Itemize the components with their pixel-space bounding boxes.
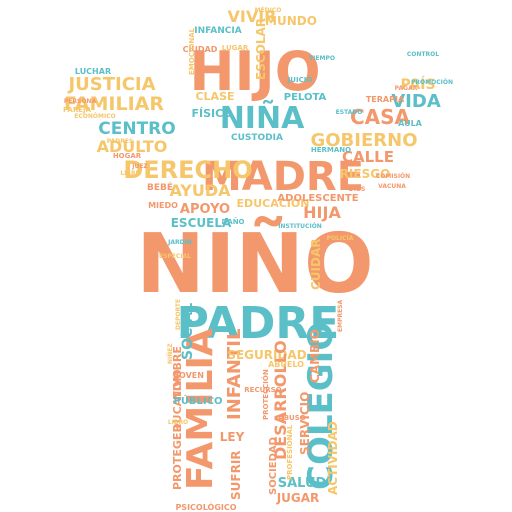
word-43: MUNDO bbox=[265, 14, 317, 28]
word-53: MIEDO bbox=[148, 201, 178, 210]
word-2: MADRE bbox=[202, 154, 364, 200]
word-7: DERECHO bbox=[123, 156, 252, 184]
word-86: DEPORTE bbox=[175, 299, 182, 330]
word-25: SOCIAL bbox=[180, 303, 196, 360]
word-5: FAMILIA bbox=[180, 328, 221, 490]
word-44: ESCOLAR bbox=[254, 18, 268, 80]
word-89: NIÑEZ bbox=[167, 343, 174, 364]
word-59: JOVEN bbox=[175, 371, 204, 380]
word-41: PSICOLÓGICO bbox=[175, 501, 236, 512]
word-4: NIÑA bbox=[220, 99, 305, 136]
word-40: SOCIEDAD bbox=[268, 437, 279, 495]
word-85: DIOS bbox=[349, 186, 366, 193]
word-36: PROTEGER bbox=[171, 424, 184, 490]
word-50: LUCHAR bbox=[75, 67, 111, 76]
word-69: PADRES bbox=[107, 138, 134, 145]
word-62: PERSONA bbox=[64, 98, 97, 105]
word-17: RIESGO bbox=[340, 167, 391, 181]
word-60: PROFESIONAL bbox=[286, 424, 294, 480]
word-1: PADRE bbox=[177, 298, 340, 349]
word-65: ABUSO bbox=[278, 414, 305, 422]
word-67: PROTECCIÓN bbox=[261, 369, 270, 420]
word-56: HERMANO bbox=[311, 146, 351, 154]
word-52: HOGAR bbox=[113, 152, 142, 160]
word-10: CENTRO bbox=[98, 119, 175, 139]
word-81: INSTITUCIÓN bbox=[278, 223, 322, 230]
word-12: GOBIERNO bbox=[310, 130, 417, 151]
word-33: ACTIVIDAD bbox=[326, 421, 340, 495]
word-35: LEY bbox=[220, 430, 245, 444]
word-29: CAMBIO bbox=[308, 329, 322, 383]
word-51: BEBÉ bbox=[147, 181, 173, 193]
word-16: CALLE bbox=[342, 148, 394, 166]
word-21: EDUCACIÓN bbox=[237, 197, 310, 210]
word-23: HIJA bbox=[303, 203, 341, 222]
word-82: PAGAR bbox=[395, 85, 418, 92]
word-74: POLICÍA bbox=[327, 234, 354, 242]
word-15: PAÍS bbox=[400, 76, 435, 93]
word-64: RECURSO bbox=[244, 386, 281, 394]
word-0: NIÑO bbox=[136, 215, 373, 312]
word-18: AYUDA bbox=[169, 181, 231, 200]
word-46: CLASE bbox=[195, 90, 234, 103]
word-79: LUGAR bbox=[222, 44, 249, 52]
word-14: VIDA bbox=[391, 91, 441, 112]
word-22: ADOLESCENTE bbox=[277, 193, 358, 204]
word-38: NOMBRE bbox=[171, 346, 184, 400]
word-75: EMPRESA bbox=[337, 299, 344, 332]
word-71: COMISIÓN bbox=[376, 173, 410, 180]
word-80: ESPECIAL bbox=[159, 253, 191, 260]
word-73: JARDÍN bbox=[167, 238, 192, 246]
word-54: TERAPIA bbox=[366, 95, 405, 104]
word-70: JUEZ bbox=[131, 163, 148, 170]
word-9: FAMILIAR bbox=[64, 93, 164, 115]
word-37: EDUCATIVO bbox=[171, 369, 184, 440]
word-27: SEGURIDAD bbox=[227, 348, 306, 362]
word-42: VIVIR bbox=[228, 7, 277, 26]
word-76: ECONÓMICO bbox=[74, 113, 115, 120]
word-24: CUIDAR bbox=[309, 238, 323, 290]
word-63: CIUDAD bbox=[183, 45, 218, 54]
word-31: SALUD bbox=[278, 476, 327, 491]
word-11: ADULTO bbox=[97, 137, 168, 156]
word-68: EMOCIONAL bbox=[188, 27, 196, 75]
word-28: DESARROLLO bbox=[271, 340, 290, 460]
word-88: MÉDICO bbox=[255, 6, 282, 14]
word-55: AULA bbox=[398, 119, 423, 128]
word-78: DAÑO bbox=[221, 217, 244, 226]
word-83: CONTROL bbox=[407, 51, 439, 58]
word-32: JUGAR bbox=[276, 491, 320, 505]
word-39: PÚBLICO bbox=[173, 394, 222, 407]
word-8: JUSTICIA bbox=[66, 74, 155, 95]
word-57: JUICIO bbox=[287, 76, 313, 84]
word-34: SUFRIR bbox=[229, 450, 243, 500]
word-26: INFANTIL bbox=[224, 329, 245, 420]
word-47: FÍSICO bbox=[191, 107, 232, 120]
word-77: LIBRE bbox=[120, 170, 139, 177]
word-72: VACUNA bbox=[378, 183, 406, 190]
word-87: LIBRO bbox=[168, 419, 188, 426]
word-20: ESCUELA bbox=[171, 216, 232, 230]
word-58: ABUELO bbox=[268, 360, 304, 369]
word-49: PELOTA bbox=[284, 92, 327, 103]
word-90: ESTADO bbox=[336, 109, 363, 116]
word-45: INFANCIA bbox=[194, 26, 241, 36]
word-30: SERVICIO bbox=[298, 392, 312, 455]
word-66: PROMOCIÓN bbox=[411, 79, 453, 86]
word-84: TIEMPO bbox=[309, 55, 335, 62]
word-13: CASA bbox=[350, 105, 411, 129]
word-19: APOYO bbox=[180, 202, 230, 217]
word-6: COLEGIO bbox=[301, 322, 341, 490]
word-61: PAREJA bbox=[63, 106, 92, 114]
word-48: CUSTODIA bbox=[231, 133, 283, 143]
word-3: HIJO bbox=[189, 40, 320, 103]
